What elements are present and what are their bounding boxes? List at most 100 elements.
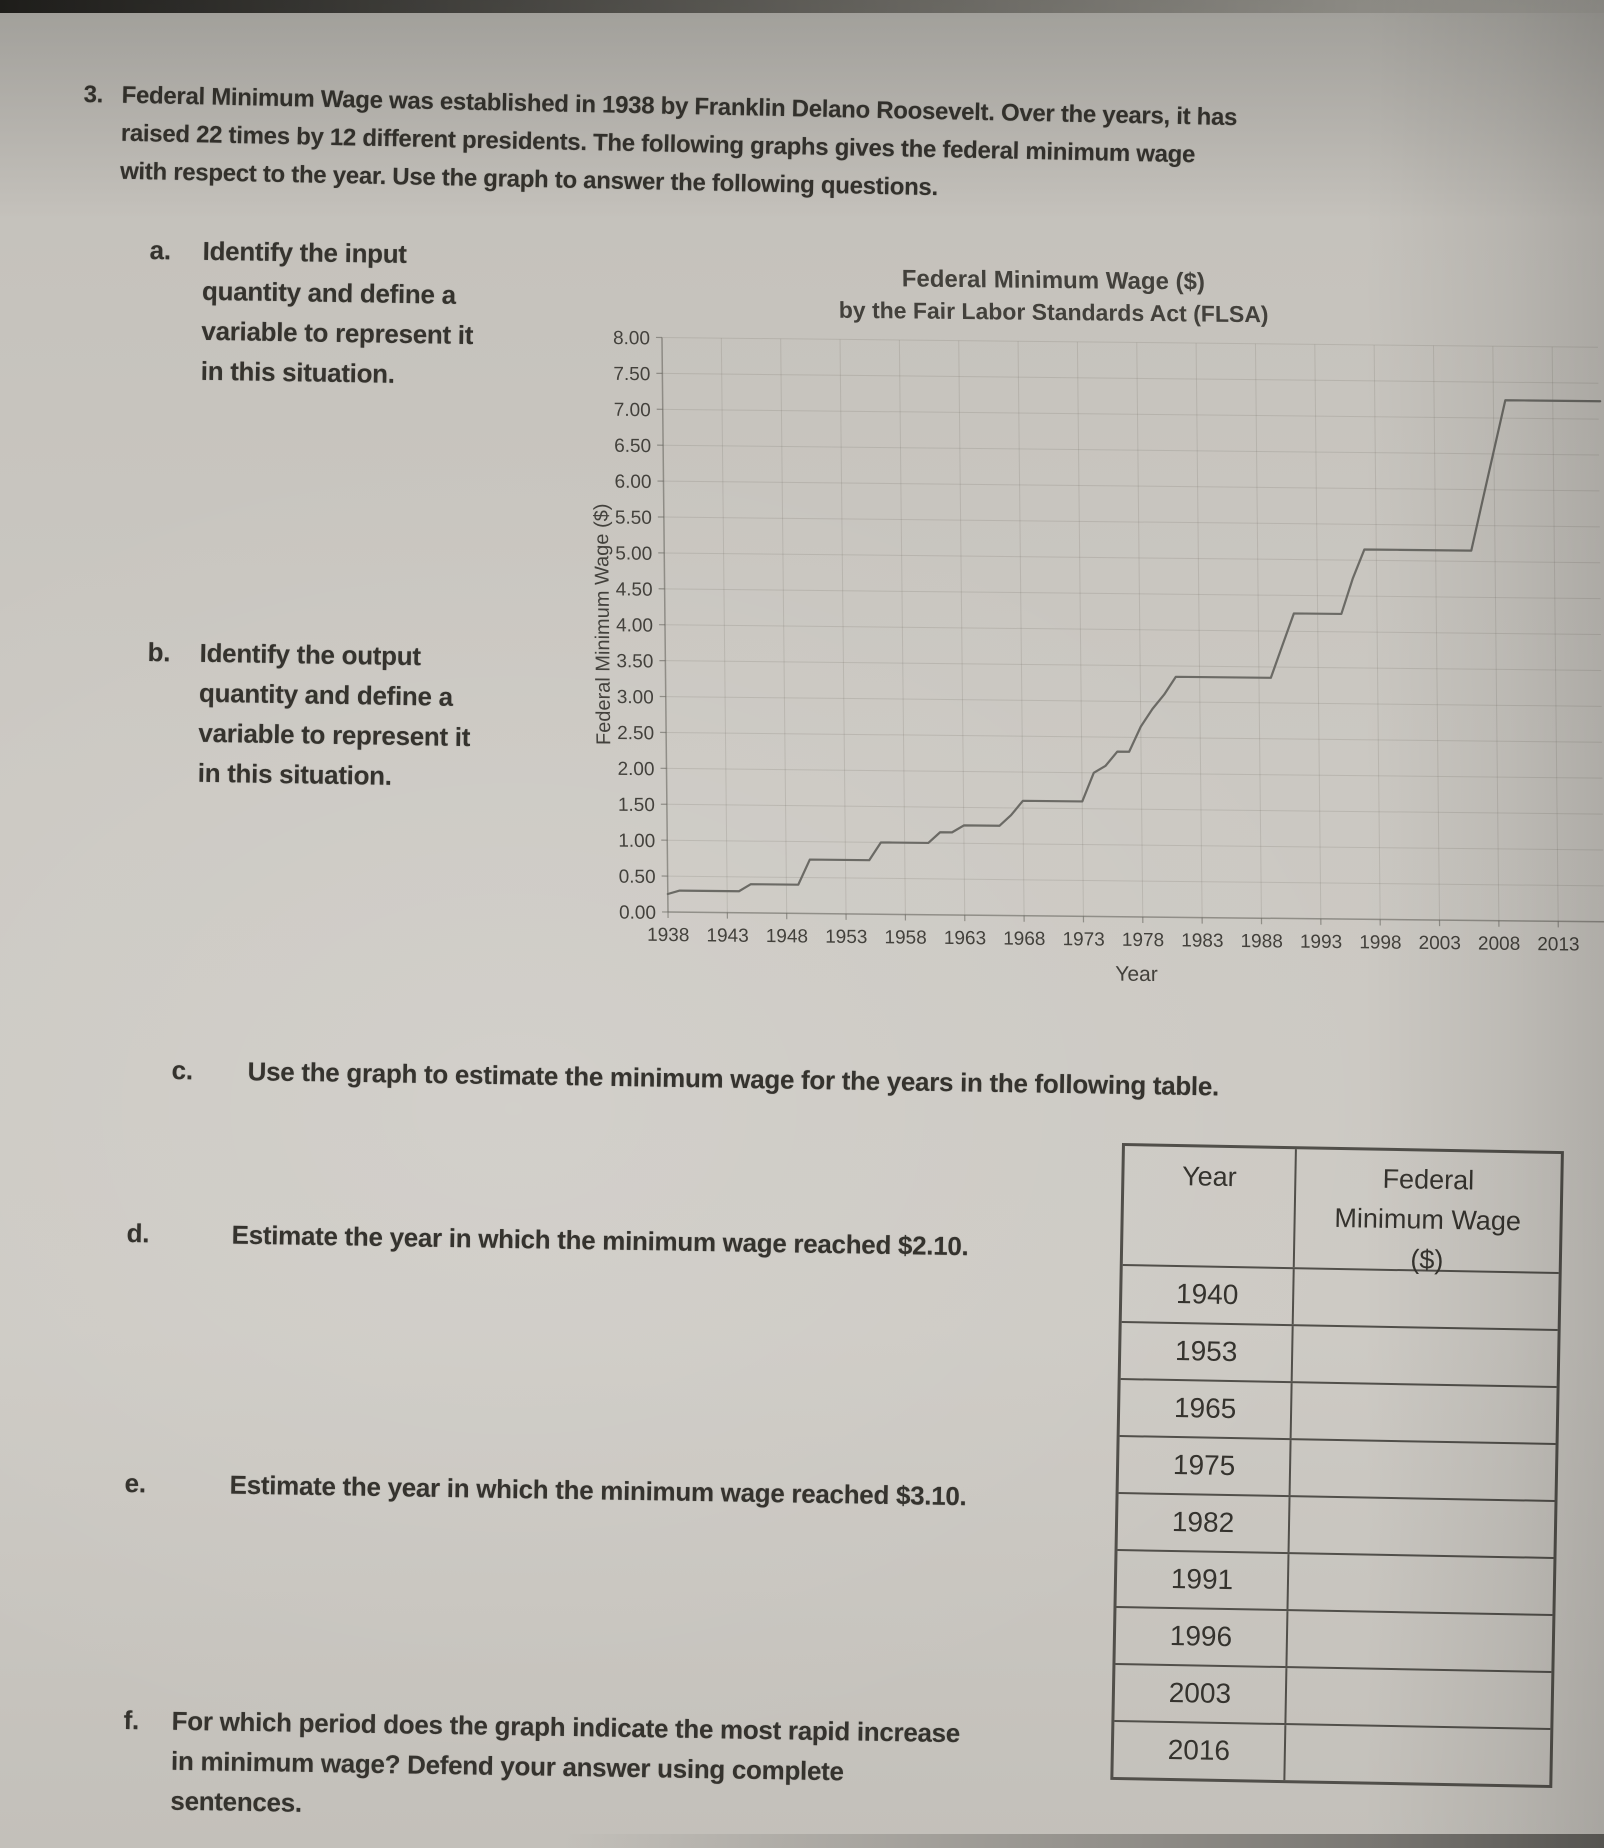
x-tick-label: 1958: [884, 927, 926, 948]
question-d-text: Estimate the year in which the minimum w…: [231, 1219, 969, 1262]
wage-line: [666, 399, 1602, 896]
question-b-line: in this situation.: [197, 757, 392, 791]
chart-subtitle: by the Fair Labor Standards Act (FLSA): [839, 297, 1269, 328]
y-gridline: [663, 480, 1600, 492]
x-gridline: [1492, 346, 1500, 921]
x-tick-label: 1983: [1181, 930, 1223, 951]
y-gridline: [667, 839, 1604, 851]
x-tick-label: 2013: [1537, 934, 1579, 955]
question-a-line: Identify the input: [202, 235, 407, 270]
question-b-label: b.: [147, 636, 171, 668]
question-f: f. For which period does the graph indic…: [122, 1700, 960, 1833]
question-b: b. Identify the output quantity and defi…: [145, 632, 471, 797]
wage-cell-blank: [1290, 1497, 1555, 1557]
year-cell: 1965: [1119, 1380, 1293, 1439]
x-tick-label: 1963: [944, 928, 986, 949]
y-tick-label: 4.00: [616, 615, 653, 636]
y-gridline: [661, 337, 1598, 348]
wage-cell-blank: [1286, 1668, 1551, 1728]
y-tick-label: 3.50: [616, 651, 653, 672]
wage-cell-blank: [1293, 1326, 1558, 1386]
x-gridline: [958, 340, 966, 916]
x-tick-label: 2003: [1419, 933, 1461, 954]
y-tick-label: 3.00: [617, 687, 654, 708]
y-tick-label: 6.00: [614, 472, 651, 493]
question-e: e. Estimate the year in which the minimu…: [124, 1463, 966, 1516]
y-gridline: [664, 552, 1601, 564]
y-tick-label: 2.00: [617, 759, 654, 780]
x-tick-label: 1978: [1122, 930, 1164, 951]
year-cell: 1953: [1120, 1323, 1294, 1382]
question-b-line: Identify the output: [199, 637, 421, 672]
year-cell: 2003: [1114, 1664, 1288, 1724]
y-tick-label: 6.50: [614, 436, 651, 457]
y-tick-label: 5.50: [615, 508, 652, 529]
y-gridline: [664, 624, 1601, 636]
y-gridline: [663, 516, 1600, 528]
y-gridline: [665, 696, 1602, 707]
x-gridline: [1314, 344, 1322, 919]
y-gridline: [662, 372, 1599, 384]
year-cell: 2016: [1113, 1721, 1287, 1781]
table-row: 1982: [1117, 1491, 1555, 1557]
y-gridline: [665, 660, 1602, 671]
table-row: 2016: [1113, 1719, 1551, 1785]
x-gridline: [1195, 343, 1203, 918]
x-gridline: [898, 339, 906, 915]
wage-cell-blank: [1287, 1611, 1552, 1671]
table-row: 1991: [1116, 1548, 1554, 1614]
year-cell: 1991: [1116, 1550, 1290, 1610]
question-b-line: variable to represent it: [198, 717, 471, 753]
question-a: a. Identify the input quantity and defin…: [147, 230, 474, 395]
x-tick-label: 1938: [647, 925, 689, 946]
table-row: 1953: [1120, 1321, 1558, 1387]
y-axis-title: Federal Minimum Wage ($): [591, 503, 616, 745]
y-gridline: [666, 731, 1603, 743]
question-a-line: variable to represent it: [201, 315, 474, 351]
y-tick-label: 7.00: [614, 400, 651, 421]
y-tick-label: 8.00: [613, 328, 650, 349]
wage-cell-blank: [1285, 1725, 1550, 1785]
x-tick-label: 1993: [1300, 932, 1342, 953]
year-cell: 1940: [1121, 1266, 1295, 1325]
table-row: 1965: [1119, 1378, 1557, 1443]
x-axis: [667, 911, 1604, 923]
wage-table: Year Federal Minimum Wage ($) 1940 1953 19…: [1110, 1143, 1564, 1788]
y-tick-label: 0.00: [619, 902, 656, 923]
wage-cell-blank: [1291, 1440, 1556, 1500]
wage-table-body: 1940 1953 1965 1975 1982 1991 1996 2003 2016: [1113, 1266, 1558, 1785]
x-gridline: [839, 339, 847, 914]
question-c-text: Use the graph to estimate the minimum wa…: [247, 1056, 1220, 1102]
x-gridline: [720, 338, 728, 913]
question-d-label: d.: [126, 1217, 150, 1249]
y-gridline: [666, 767, 1603, 779]
wage-cell-blank: [1292, 1383, 1557, 1443]
question-e-label: e.: [124, 1467, 147, 1499]
problem-number: 3.: [83, 80, 104, 109]
table-row: 1940: [1121, 1266, 1559, 1329]
x-tick-label: 2008: [1478, 933, 1520, 954]
problem-statement: 3. Federal Minimum Wage was established …: [82, 76, 1344, 215]
x-gridline: [1136, 342, 1144, 917]
x-tick-label: 1998: [1359, 932, 1401, 953]
y-tick-label: 0.50: [619, 867, 656, 888]
x-gridline: [1254, 343, 1262, 919]
question-b-line: quantity and define a: [198, 677, 453, 712]
question-a-line: in this situation.: [200, 355, 395, 389]
y-tick-label: 1.00: [618, 831, 655, 852]
y-gridline: [664, 588, 1601, 600]
wage-cell-blank: [1294, 1269, 1559, 1329]
table-row: 1975: [1118, 1435, 1556, 1500]
x-gridline: [1017, 341, 1025, 916]
x-gridline: [1551, 346, 1559, 922]
question-d: d. Estimate the year in which the minimu…: [126, 1213, 968, 1266]
table-row: 1996: [1115, 1605, 1553, 1671]
x-axis-title: Year: [1115, 963, 1158, 986]
wage-table-header: Year Federal Minimum Wage ($): [1122, 1146, 1561, 1275]
x-gridline: [1373, 344, 1381, 920]
chart-title: Federal Minimum Wage ($): [902, 265, 1205, 295]
x-tick-label: 1973: [1062, 929, 1104, 950]
x-tick-label: 1968: [1003, 929, 1045, 950]
year-column-header: Year: [1122, 1146, 1297, 1268]
